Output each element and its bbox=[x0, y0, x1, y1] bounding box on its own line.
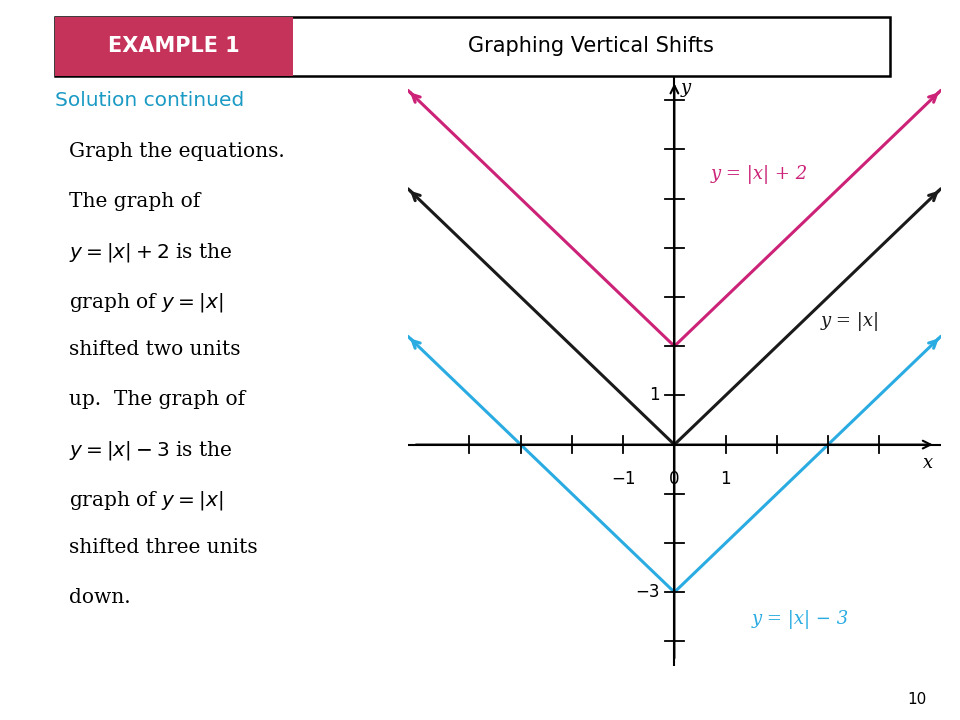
Text: 0: 0 bbox=[669, 470, 680, 488]
Text: 1: 1 bbox=[649, 387, 660, 405]
Text: shifted three units: shifted three units bbox=[69, 538, 258, 557]
Text: Graph the equations.: Graph the equations. bbox=[69, 143, 285, 161]
Text: Graphing Vertical Shifts: Graphing Vertical Shifts bbox=[468, 36, 714, 56]
Text: The graph of: The graph of bbox=[69, 192, 201, 211]
Text: −1: −1 bbox=[611, 470, 636, 488]
Text: y: y bbox=[681, 79, 691, 97]
Bar bbox=[55, 17, 293, 76]
Text: 10: 10 bbox=[907, 692, 926, 707]
Text: graph of $y = |x|$: graph of $y = |x|$ bbox=[69, 291, 224, 314]
Text: Solution continued: Solution continued bbox=[55, 91, 244, 110]
Text: EXAMPLE 1: EXAMPLE 1 bbox=[108, 36, 240, 56]
Text: graph of $y = |x|$: graph of $y = |x|$ bbox=[69, 489, 224, 512]
Text: y = |x|: y = |x| bbox=[821, 312, 879, 331]
Text: $y = |x| + 2$ is the: $y = |x| + 2$ is the bbox=[69, 241, 233, 264]
Text: up.  The graph of: up. The graph of bbox=[69, 390, 246, 409]
Text: 1: 1 bbox=[720, 470, 731, 488]
Text: $y = |x| - 3$ is the: $y = |x| - 3$ is the bbox=[69, 439, 233, 462]
Text: y = |x| − 3: y = |x| − 3 bbox=[752, 610, 849, 629]
Text: shifted two units: shifted two units bbox=[69, 340, 241, 359]
Text: −3: −3 bbox=[636, 583, 660, 601]
Text: x: x bbox=[923, 454, 933, 472]
Text: down.: down. bbox=[69, 588, 131, 606]
Text: y = |x| + 2: y = |x| + 2 bbox=[710, 164, 807, 184]
